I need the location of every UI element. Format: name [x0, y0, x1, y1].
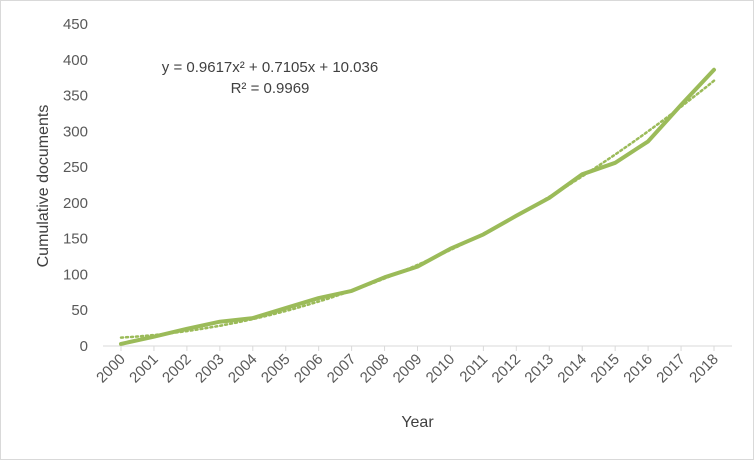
x-tick-label: 2013	[521, 351, 557, 387]
y-tick-label: 150	[63, 231, 88, 248]
y-tick-label: 400	[63, 52, 88, 69]
x-tick-label: 2001	[126, 351, 162, 387]
x-tick-label: 2000	[93, 351, 129, 387]
trendline-r-squared: R² = 0.9969	[231, 80, 310, 97]
x-axis-tick-marks	[120, 346, 715, 351]
x-tick-label: 2009	[390, 351, 426, 387]
x-tick-label: 2014	[554, 351, 590, 387]
y-tick-label: 250	[63, 159, 88, 176]
y-tick-label: 100	[63, 266, 88, 283]
y-tick-label: 0	[80, 338, 88, 355]
x-tick-label: 2018	[686, 351, 722, 387]
x-tick-label: 2010	[423, 351, 459, 387]
x-tick-label: 2003	[192, 351, 228, 387]
x-tick-label: 2017	[653, 351, 689, 387]
y-tick-label: 450	[63, 16, 88, 33]
x-tick-label: 2004	[225, 351, 261, 387]
x-tick-label: 2005	[258, 351, 294, 387]
x-tick-label: 2007	[324, 351, 360, 387]
x-axis-title: Year	[401, 414, 434, 431]
y-tick-label: 350	[63, 88, 88, 105]
series-line	[119, 67, 716, 346]
y-tick-label: 50	[71, 302, 88, 319]
x-tick-label: 2011	[456, 351, 491, 386]
y-tick-label: 200	[63, 195, 88, 212]
x-tick-label: 2012	[489, 351, 525, 387]
y-tick-label: 300	[63, 123, 88, 140]
polynomial-trendline	[119, 79, 716, 339]
trendline-equation: y = 0.9617x² + 0.7105x + 10.036	[162, 59, 378, 76]
y-axis-title: Cumulative documents	[35, 105, 52, 268]
y-axis-tick-labels: 0 50 100 150 200 250 300 350 400 450	[63, 16, 88, 355]
x-tick-label: 2016	[620, 351, 656, 387]
x-tick-label: 2002	[159, 351, 195, 387]
x-tick-label: 2015	[587, 351, 623, 387]
x-tick-label: 2008	[357, 351, 393, 387]
x-tick-label: 2006	[291, 351, 327, 387]
x-axis-tick-labels: 2000200120022003200420052006200720082009…	[93, 351, 722, 387]
